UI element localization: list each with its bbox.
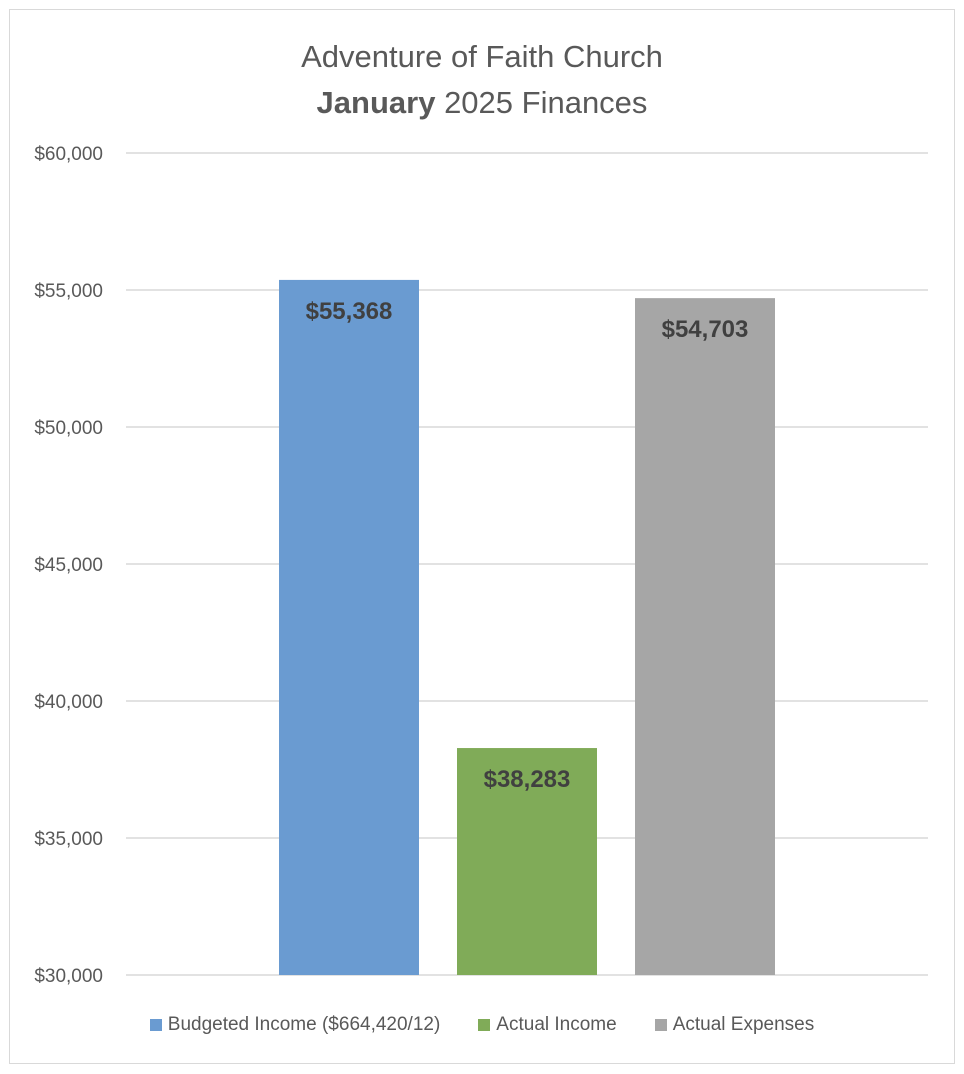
chart-title-line1: Adventure of Faith Church — [301, 39, 663, 74]
y-tick-label: $30,000 — [34, 966, 103, 987]
bar-data-label: $38,283 — [484, 766, 571, 793]
bar-data-label: $55,368 — [306, 298, 393, 325]
y-tick-label: $40,000 — [34, 692, 103, 713]
legend-item: Budgeted Income ($664,420/12) — [149, 1012, 441, 1038]
bar — [279, 279, 419, 975]
chart-title-rest: 2025 Finances — [435, 85, 648, 120]
chart-title: Adventure of Faith Church January 2025 F… — [0, 34, 964, 126]
chart-title-line2: January 2025 Finances — [0, 80, 964, 126]
chart-title-month: January — [316, 85, 436, 120]
legend-item: Actual Income — [478, 1012, 617, 1038]
bar — [635, 298, 775, 975]
bar — [457, 748, 597, 975]
legend-swatch — [149, 1019, 162, 1031]
legend-swatch — [654, 1019, 667, 1031]
legend-item: Actual Expenses — [654, 1012, 815, 1038]
legend-swatch — [478, 1019, 491, 1031]
legend-label: Actual Expenses — [672, 1014, 815, 1035]
chart-legend: Budgeted Income ($664,420/12) Actual Inco… — [0, 1012, 964, 1038]
y-tick-label: $45,000 — [34, 555, 103, 576]
legend-label: Budgeted Income ($664,420/12) — [167, 1014, 441, 1035]
legend-label: Actual Income — [496, 1014, 617, 1035]
y-tick-label: $35,000 — [34, 829, 103, 850]
y-tick-label: $60,000 — [34, 144, 103, 165]
bar-data-label: $54,703 — [662, 316, 749, 343]
y-tick-label: $50,000 — [34, 418, 103, 439]
y-tick-label: $55,000 — [34, 281, 103, 302]
